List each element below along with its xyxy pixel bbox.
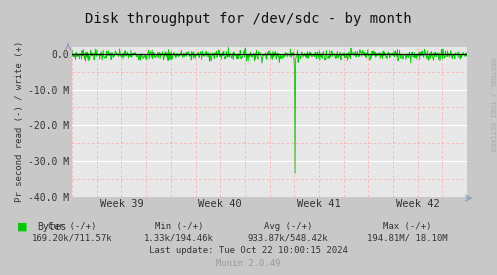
Text: Disk throughput for /dev/sdc - by month: Disk throughput for /dev/sdc - by month	[85, 12, 412, 26]
Text: 169.20k/711.57k: 169.20k/711.57k	[32, 233, 112, 242]
Text: Munin 2.0.49: Munin 2.0.49	[216, 259, 281, 268]
Text: 194.81M/ 18.10M: 194.81M/ 18.10M	[367, 233, 448, 242]
Text: 933.87k/548.42k: 933.87k/548.42k	[248, 233, 329, 242]
Text: Cur (-/+): Cur (-/+)	[48, 222, 96, 231]
Text: Min (-/+): Min (-/+)	[155, 222, 203, 231]
Text: ■: ■	[17, 222, 28, 232]
Text: Max (-/+): Max (-/+)	[383, 222, 432, 231]
Text: RRDTOOL / TOBI OETIKER: RRDTOOL / TOBI OETIKER	[489, 58, 495, 151]
Text: Last update: Tue Oct 22 10:00:15 2024: Last update: Tue Oct 22 10:00:15 2024	[149, 246, 348, 255]
Y-axis label: Pr second read (-) / write (+): Pr second read (-) / write (+)	[15, 41, 24, 202]
Text: Bytes: Bytes	[37, 222, 67, 232]
Text: 1.33k/194.46k: 1.33k/194.46k	[144, 233, 214, 242]
Text: Avg (-/+): Avg (-/+)	[264, 222, 313, 231]
